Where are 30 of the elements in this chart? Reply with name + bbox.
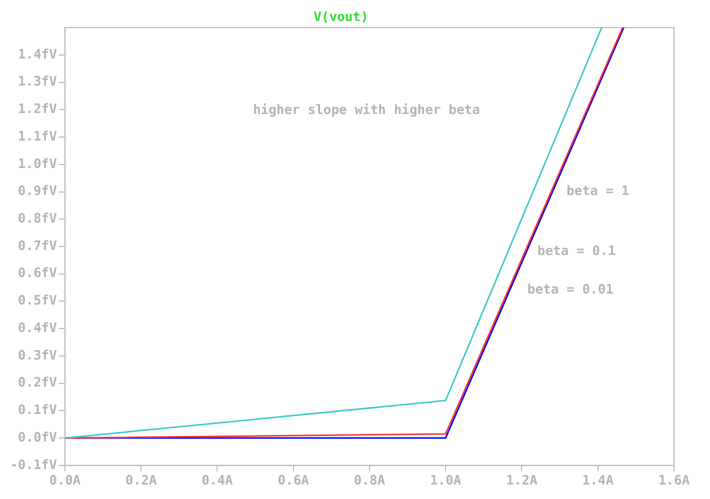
x-tick-label: 1.4A <box>582 474 614 489</box>
y-tick-label: 0.5fV <box>18 294 58 309</box>
x-tick-label: 0.6A <box>278 474 310 489</box>
x-tick-label: 1.2A <box>506 474 538 489</box>
x-tick-label: 0.0A <box>49 474 81 489</box>
y-tick-label: 0.1fV <box>18 403 58 418</box>
y-tick-label: 0.3fV <box>18 348 58 364</box>
y-tick-label: 1.3fV <box>18 74 58 90</box>
x-tick-label: 1.6A <box>658 474 690 489</box>
x-tick-label: 0.4A <box>202 474 234 489</box>
y-tick-label: 1.2fV <box>18 102 58 118</box>
chart-title: V(vout) <box>314 10 368 26</box>
y-tick-label: 1.1fV <box>18 129 58 144</box>
annotation: beta = 0.1 <box>537 244 616 260</box>
y-tick-label: 1.4fV <box>18 47 58 62</box>
y-tick-label: 0.0fV <box>18 430 58 446</box>
annotation: beta = 1 <box>566 184 630 200</box>
y-tick-label: 0.6fV <box>18 266 58 282</box>
annotation: beta = 0.01 <box>527 282 614 298</box>
y-tick-label: 0.8fV <box>18 212 58 227</box>
x-tick-label: 0.8A <box>354 474 386 489</box>
y-tick-label: 0.4fV <box>18 320 58 336</box>
annotation: higher slope with higher beta <box>252 103 480 118</box>
x-tick-label: 0.2A <box>125 474 157 489</box>
y-tick-label: 0.2fV <box>18 376 58 391</box>
y-tick-label: 0.9fV <box>18 184 58 200</box>
y-tick-label: 0.7fV <box>18 238 58 254</box>
x-tick-label: 1.0A <box>430 474 462 489</box>
y-tick-label: 1.0fV <box>18 156 58 172</box>
y-tick-label: -0.1fV <box>10 458 58 473</box>
